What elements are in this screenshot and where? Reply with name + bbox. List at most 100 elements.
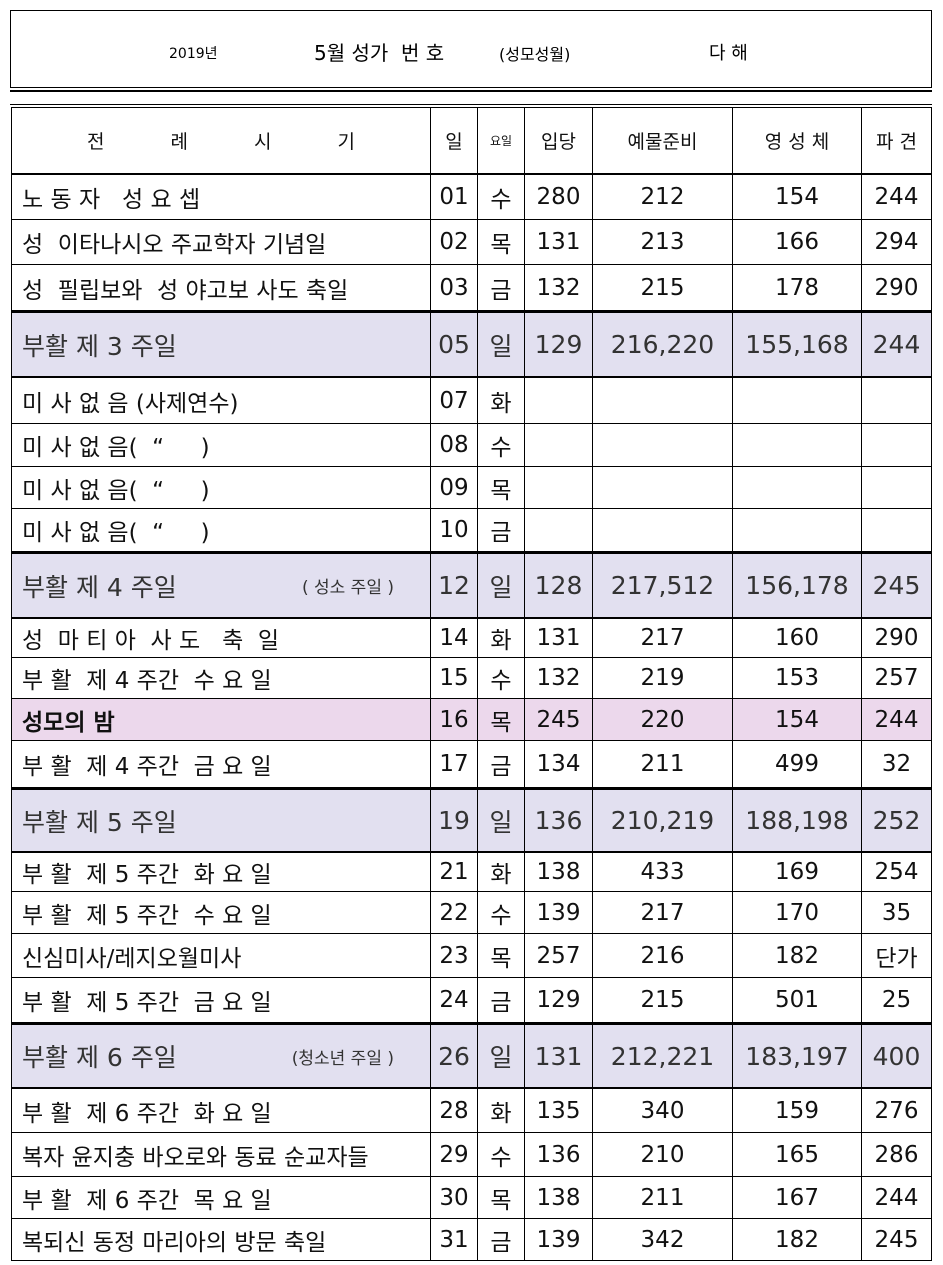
table-row: 부 활 제 6 주간 화 요 일 28 화 135 340 159 276 [12,1089,931,1133]
row-name-text: 부 활 제 5 주간 금 요 일 [22,990,272,1016]
row-cell: 188,198 [733,790,862,851]
row-cell: 화 [478,619,525,657]
column-header: 입당 [525,108,593,173]
row-cell: 129 [525,313,593,376]
row-cell: 30 [431,1177,478,1218]
row-cell: 금 [478,1219,525,1260]
row-cell: 금 [478,509,525,551]
row-cell: 244 [874,706,919,733]
row-cell: 02 [431,220,478,264]
table-row: 부 활 제 5 주간 수 요 일 22 수 139 217 170 35 [12,892,931,934]
row-cell: 167 [733,1177,862,1218]
row-cell [733,378,862,423]
row-cell: 목 [478,699,525,740]
row-cell: 166 [733,220,862,264]
year: 2019년 [169,46,218,62]
row-cell: 501 [733,978,862,1022]
row-cell: 433 [593,853,733,891]
row-cell [525,424,593,466]
row-cell: 210,219 [593,790,733,851]
table-row: 미 사 없 음 (사제연수) 07 화 [12,378,931,424]
row-cell [733,467,862,508]
row-cell: 178 [733,265,862,310]
row-cell: 169 [733,853,862,891]
row-cell: 화 [478,1089,525,1132]
row-cell: 499 [733,741,862,787]
row-cell: 131 [525,619,593,657]
row-cell: 132 [525,658,593,698]
row-cell: 257 [525,934,593,977]
row-cell: 244 [872,330,921,359]
row-note: ( 성소 주일 ) [301,578,394,598]
row-cell: 290 [874,625,919,651]
row-name: 노 동 자 성 요 셉 [12,175,431,219]
row-cell: 216,220 [593,313,733,376]
row-cell: 183,197 [733,1025,862,1087]
row-cell: 화 [478,853,525,891]
table-row: 부 활 제 4 주간 수 요 일 15 수 132 219 153 257 [12,658,931,699]
row-name-text: 부 활 제 5 주간 화 요 일 [22,862,272,888]
row-name-text: 부 활 제 4 주간 금 요 일 [22,754,272,780]
row-cell: 217 [593,619,733,657]
table-row: 미 사 없 음( “ ) 10 금 [12,509,931,552]
column-header: 일 [431,108,478,173]
row-cell: 136 [525,1133,593,1176]
row-name-text: 노 동 자 성 요 셉 [22,187,201,213]
row-cell: 245 [525,699,593,740]
row-name-text: 부활 제 4 주일 [22,572,177,602]
row-name: 부 활 제 5 주간 화 요 일 [12,853,431,891]
row-cell [862,378,931,423]
row-cell: 14 [431,619,478,657]
row-cell: 165 [733,1133,862,1176]
row-name: 부 활 제 4 주간 수 요 일 [12,658,431,698]
table-row: 복되신 동정 마리아의 방문 축일 31 금 139 342 182 245 [12,1219,931,1261]
row-cell [593,378,733,423]
row-cell: 342 [593,1219,733,1260]
row-cell: 수 [478,175,525,219]
row-name-text: 복자 윤지충 바오로와 동료 순교자들 [22,1144,369,1171]
row-cell: 일 [478,1025,525,1087]
row-name: 부활 제 3 주일 [12,313,431,376]
row-cell: 수 [478,658,525,698]
row-cell: 31 [431,1219,478,1260]
row-cell: 128 [525,554,593,617]
table-row: 부활 제 5 주일 19 일 136 210,219 188,198 252 [12,788,931,853]
row-name-text: 성 마 티 아 사 도 축 일 [22,628,280,654]
row-name: 미 사 없 음( “ ) [12,509,431,551]
row-cell: 210 [593,1133,733,1176]
row-cell: 131 [525,220,593,264]
row-cell: 217 [593,892,733,933]
row-name: 부 활 제 5 주간 수 요 일 [12,892,431,933]
row-cell: 24 [431,978,478,1022]
row-cell: 217,512 [593,554,733,617]
row-cell: 182 [733,934,862,977]
row-cell: 금 [478,265,525,310]
row-name: 성 이타나시오 주교학자 기념일 [12,220,431,264]
row-cell: 08 [431,424,478,466]
row-cell [593,467,733,508]
title: 5월 성가 번 호 [314,41,445,65]
row-cell: 244 [874,1184,919,1211]
row-name: 부 활 제 6 주간 목 요 일 [12,1177,431,1218]
row-cell: 340 [593,1089,733,1132]
row-cell: 245 [874,1226,919,1253]
row-cell: 목 [478,220,525,264]
row-cell: 212 [593,175,733,219]
table-row: 성모의 밤 16 목 245 220 154 244 [12,699,931,741]
row-cell [593,509,733,551]
column-header: 요일 [478,108,525,173]
row-cell: 일 [478,790,525,851]
row-cell: 138 [525,853,593,891]
row-cell: 154 [733,175,862,219]
row-cell: 170 [733,892,862,933]
double-rule [10,90,932,105]
row-name-text: 미 사 없 음( “ ) [22,477,210,504]
row-name: 미 사 없 음( “ ) [12,467,431,508]
row-cell: 22 [431,892,478,933]
row-cell: 일 [478,554,525,617]
row-name: 성 마 티 아 사 도 축 일 [12,619,431,657]
row-cell: 252 [872,806,921,835]
row-name: 부 활 제 5 주간 금 요 일 [12,978,431,1022]
